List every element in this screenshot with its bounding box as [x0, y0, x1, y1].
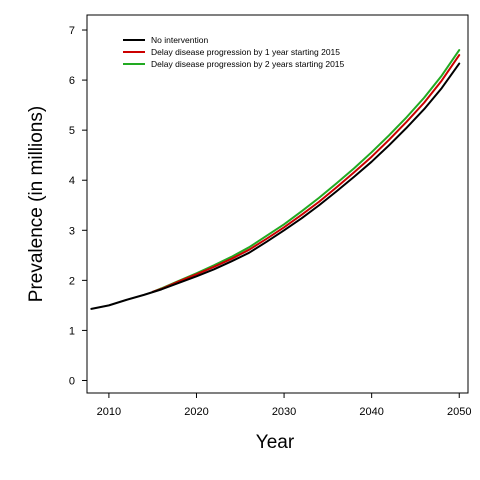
y-tick-label-4: 4 — [69, 175, 75, 187]
y-axis: 0 1 2 3 4 5 6 7 — [69, 25, 87, 387]
plot-frame — [86, 14, 469, 394]
legend-label-1: No intervention — [151, 35, 208, 45]
legend-label-3: Delay disease progression by 2 years sta… — [151, 59, 345, 69]
series-line-3 — [151, 49, 461, 293]
x-tick-label-2010: 2010 — [97, 406, 121, 418]
series-line-2 — [151, 54, 461, 293]
y-tick-label-5: 5 — [69, 125, 75, 137]
x-tick-label-2050: 2050 — [447, 406, 471, 418]
x-tick-label-2040: 2040 — [359, 406, 383, 418]
legend-label-2: Delay disease progression by 1 year star… — [151, 47, 340, 57]
series-layer — [90, 49, 461, 310]
y-tick-label-6: 6 — [69, 75, 75, 87]
x-axis: 2010 2020 2030 2040 2050 — [97, 393, 471, 418]
series-line-1 — [90, 62, 461, 310]
y-tick-label-2: 2 — [69, 275, 75, 287]
y-tick-label-0: 0 — [69, 375, 75, 387]
legend: No intervention Delay disease progression… — [123, 35, 345, 69]
y-tick-label-3: 3 — [69, 225, 75, 237]
y-tick-label-1: 1 — [69, 325, 75, 337]
x-tick-label-2030: 2030 — [272, 406, 296, 418]
x-axis-title: Year — [256, 432, 295, 453]
y-tick-label-7: 7 — [69, 25, 75, 37]
y-axis-title: Prevalence (in millions) — [26, 106, 47, 302]
x-tick-label-2020: 2020 — [184, 406, 208, 418]
